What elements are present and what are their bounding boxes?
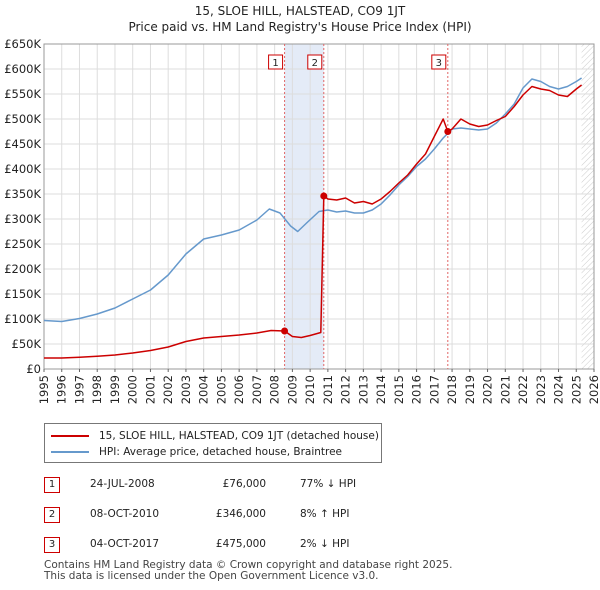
x-tick-label: 2004 (197, 375, 211, 404)
sale-label-box (431, 54, 447, 70)
sale-label-box (307, 54, 323, 70)
x-tick-label: 1995 (37, 375, 51, 404)
x-tick-label: 2011 (321, 375, 335, 404)
y-tick-label: £350K (4, 187, 41, 201)
y-tick-label: £250K (4, 237, 41, 251)
transaction-price: £475,000 (215, 538, 266, 550)
x-tick-label: 2006 (232, 375, 246, 404)
y-tick-label: £450K (4, 137, 41, 151)
x-tick-label: 2010 (303, 375, 317, 404)
x-tick-label: 2001 (143, 375, 157, 404)
y-tick-label: £50K (12, 337, 42, 351)
x-tick-label: 2005 (214, 375, 228, 404)
transaction-date: 04-OCT-2017 (90, 538, 159, 550)
transaction-badge: 2 (44, 507, 60, 523)
y-tick-label: £650K (4, 37, 41, 51)
sale-label-number: 1 (272, 58, 278, 69)
transaction-row: 2 08-OCT-2010 £346,000 8% ↑ HPI (44, 507, 584, 525)
x-tick-label: 2008 (268, 375, 282, 404)
x-tick-label: 2013 (356, 375, 370, 404)
x-tick-label: 1997 (72, 375, 86, 404)
price-chart: £0 £50K £100K £150K £200K £250K £300K £350K £400… (4, 37, 600, 404)
transaction-badge: 1 (44, 477, 60, 493)
footer-copyright: Contains HM Land Registry data © Crown c… (44, 559, 453, 571)
transaction-date: 24-JUL-2008 (90, 478, 155, 490)
chart-legend: 15, SLOE HILL, HALSTEAD, CO9 1JT (detach… (44, 423, 382, 463)
x-tick-label: 2021 (498, 375, 512, 404)
transaction-hpi: 8% ↑ HPI (300, 508, 350, 520)
x-tick-label: 2014 (374, 375, 388, 404)
legend-swatch-property (51, 435, 89, 437)
transaction-badge: 3 (44, 537, 60, 553)
x-tick-label: 2002 (161, 375, 175, 404)
transaction-hpi: 77% ↓ HPI (300, 478, 357, 490)
legend-label-hpi: HPI: Average price, detached house, Brai… (99, 446, 343, 458)
x-tick-label: 2000 (126, 375, 140, 404)
y-tick-label: £0 (26, 362, 41, 376)
transaction-date: 08-OCT-2010 (90, 508, 159, 520)
hpi-line (43, 77, 583, 323)
x-tick-label: 1998 (90, 375, 104, 404)
x-tick-label: 2024 (552, 375, 566, 404)
x-tick-label: 2026 (587, 375, 600, 404)
future-shade (581, 44, 594, 369)
transaction-hpi: 2% ↓ HPI (300, 538, 350, 550)
legend-swatch-hpi (51, 451, 89, 453)
x-tick-label: 2025 (569, 375, 583, 404)
legend-label-property: 15, SLOE HILL, HALSTEAD, CO9 1JT (detach… (99, 430, 379, 442)
y-tick-label: £100K (4, 312, 41, 326)
chart-subtitle: Price paid vs. HM Land Registry's House … (128, 20, 472, 34)
x-tick-label: 1996 (55, 375, 69, 404)
x-tick-label: 2018 (445, 375, 459, 404)
sale-label-number: 2 (312, 58, 318, 69)
sale-point (281, 327, 289, 335)
chart-title-address: 15, SLOE HILL, HALSTEAD, CO9 1JT (194, 4, 406, 18)
x-tick-label: 2007 (250, 375, 264, 404)
y-tick-label: £500K (4, 112, 41, 126)
x-tick-label: 2015 (392, 375, 406, 404)
x-tick-label: 2017 (427, 375, 441, 404)
transaction-row: 1 24-JUL-2008 £76,000 77% ↓ HPI (44, 477, 584, 495)
x-tick-label: 1999 (108, 375, 122, 404)
transaction-row: 3 04-OCT-2017 £475,000 2% ↓ HPI (44, 537, 584, 555)
y-tick-label: £550K (4, 87, 41, 101)
transaction-price: £346,000 (215, 508, 266, 520)
x-tick-label: 2009 (285, 375, 299, 404)
sale-label-number: 3 (436, 58, 442, 69)
x-tick-label: 2023 (534, 375, 548, 404)
x-tick-label: 2019 (463, 375, 477, 404)
x-tick-label: 2012 (339, 375, 353, 404)
x-tick-label: 2003 (179, 375, 193, 404)
x-tick-label: 2016 (410, 375, 424, 404)
y-tick-label: £600K (4, 62, 41, 76)
y-tick-label: £300K (4, 212, 41, 226)
x-tick-label: 2022 (516, 375, 530, 404)
sale-point (320, 192, 328, 200)
property-price-line (44, 84, 583, 359)
y-tick-label: £150K (4, 287, 41, 301)
transaction-price: £76,000 (222, 478, 266, 490)
plot-border (43, 43, 595, 370)
x-tick-label: 2020 (481, 375, 495, 404)
y-tick-label: £400K (4, 162, 41, 176)
footer-licence: This data is licensed under the Open Gov… (44, 570, 379, 582)
sale-period-shade (284, 44, 324, 369)
y-tick-label: £200K (4, 262, 41, 276)
sale-label-box (268, 54, 284, 70)
sale-point (444, 128, 452, 135)
legend-item-property: 15, SLOE HILL, HALSTEAD, CO9 1JT (detach… (51, 428, 379, 444)
legend-item-hpi: HPI: Average price, detached house, Brai… (51, 444, 342, 460)
